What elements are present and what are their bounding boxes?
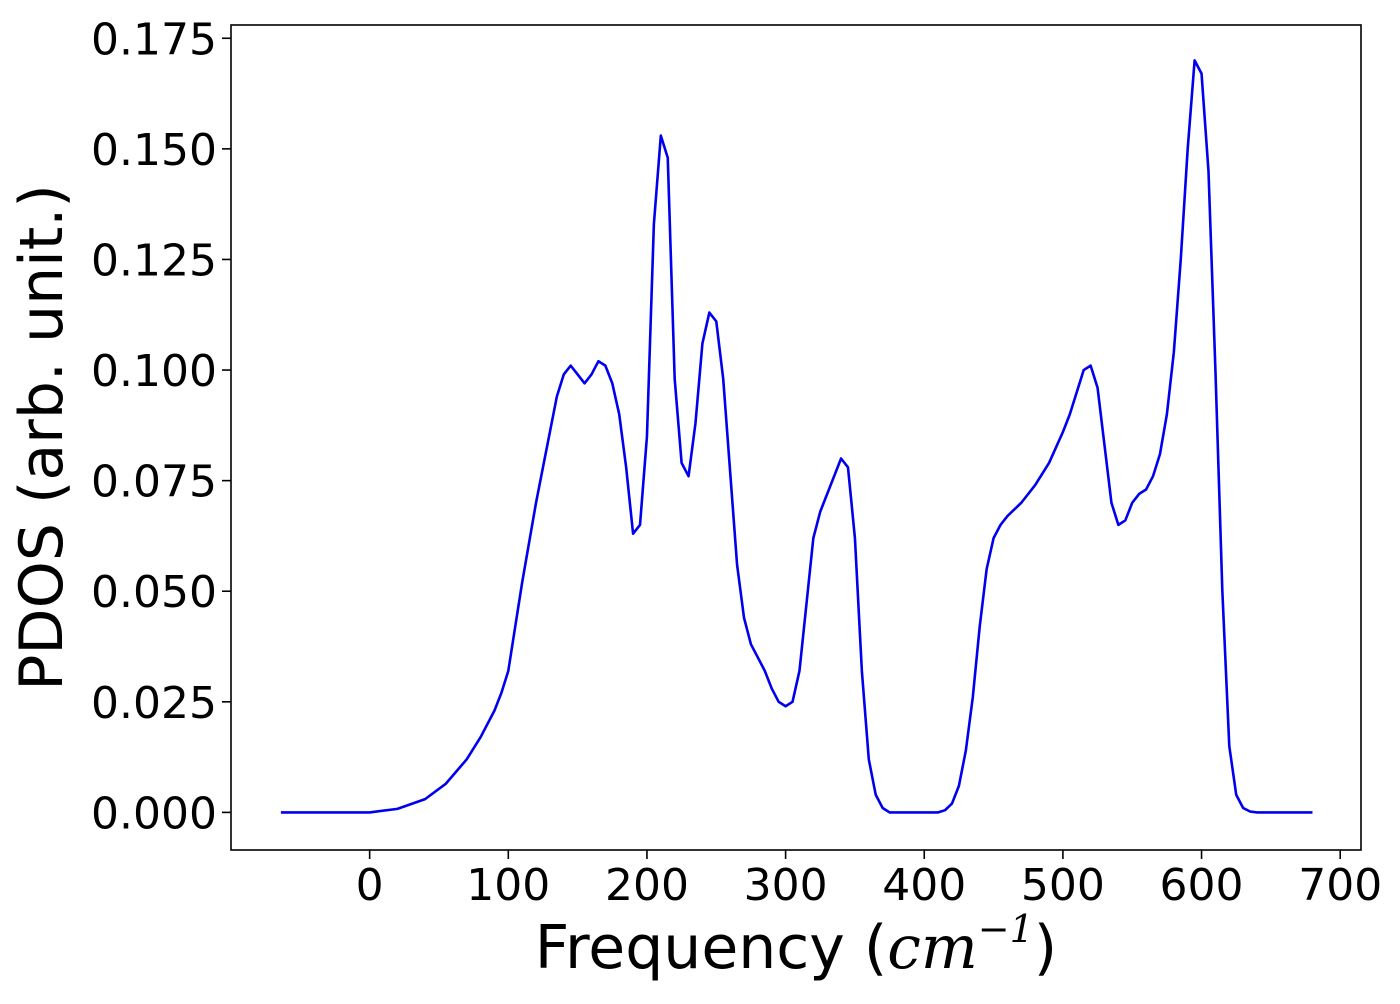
series-line-0	[280, 59, 1313, 814]
x-tick-label: 200	[605, 860, 689, 911]
y-tick-label: 0.125	[91, 235, 217, 286]
x-axis-label-prefix: Frequency (	[535, 913, 887, 983]
x-tick-label: 700	[1298, 860, 1382, 911]
x-tick-label: 0	[356, 860, 384, 911]
x-tick-label: 100	[466, 860, 550, 911]
y-axis-ticks: 0.000 0.025 0.050 0.075 0.100 0.125 0.150 0.175	[91, 14, 231, 839]
x-tick-label: 500	[1021, 860, 1105, 911]
x-axis-label: Frequency (cm−1)	[535, 907, 1057, 983]
x-tick-label: 600	[1160, 860, 1244, 911]
x-tick-label: 300	[744, 860, 828, 911]
x-axis-ticks: 0 100 200 300 400 500 600 700	[356, 850, 1382, 911]
x-axis-label-unit-exponent: −1	[978, 907, 1034, 951]
x-axis-label-suffix: )	[1034, 913, 1057, 983]
y-axis-label: PDOS (arb. unit.)	[7, 184, 77, 691]
y-tick-label: 0.175	[91, 14, 217, 65]
plot-frame	[230, 24, 1362, 851]
y-tick-label: 0.050	[91, 567, 217, 618]
y-tick-label: 0.100	[91, 346, 217, 397]
x-axis-label-unit: cm	[887, 913, 978, 983]
y-tick-label: 0.025	[91, 678, 217, 729]
plot-marks	[280, 59, 1313, 814]
y-tick-label: 0.075	[91, 457, 217, 508]
y-tick-label: 0.000	[91, 788, 217, 839]
y-tick-label: 0.150	[91, 125, 217, 176]
x-tick-label: 400	[882, 860, 966, 911]
